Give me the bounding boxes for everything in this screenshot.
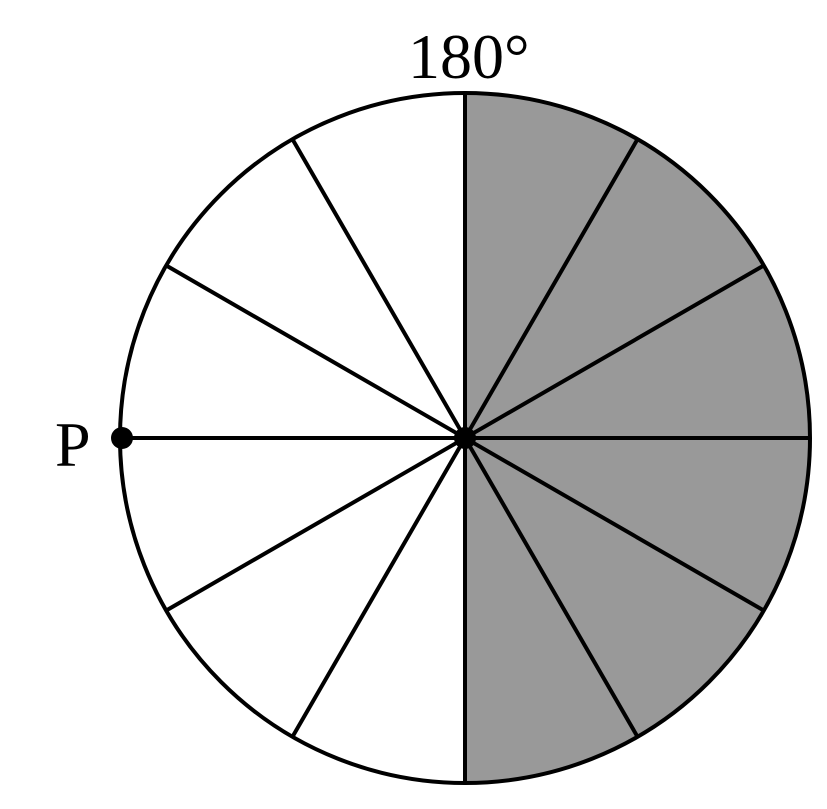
center-point (454, 427, 476, 449)
point-p (111, 427, 133, 449)
point-label-p: P (55, 409, 91, 480)
angle-label-180: 180° (408, 21, 530, 92)
